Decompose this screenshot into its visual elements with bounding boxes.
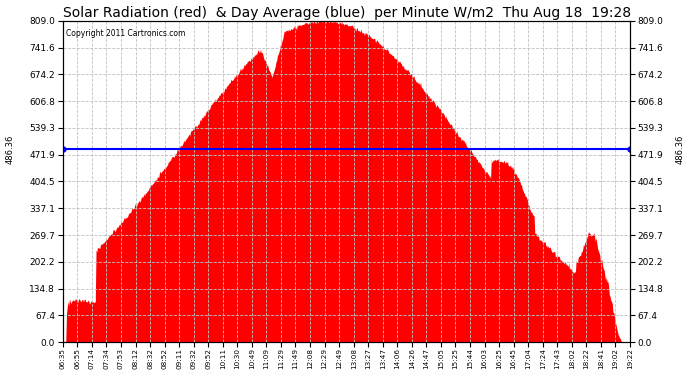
Text: Solar Radiation (red)  & Day Average (blue)  per Minute W/m2  Thu Aug 18  19:28: Solar Radiation (red) & Day Average (blu… [63, 6, 631, 20]
Text: 486.36: 486.36 [676, 134, 684, 164]
Text: 486.36: 486.36 [6, 134, 14, 164]
Text: Copyright 2011 Cartronics.com: Copyright 2011 Cartronics.com [66, 29, 185, 38]
